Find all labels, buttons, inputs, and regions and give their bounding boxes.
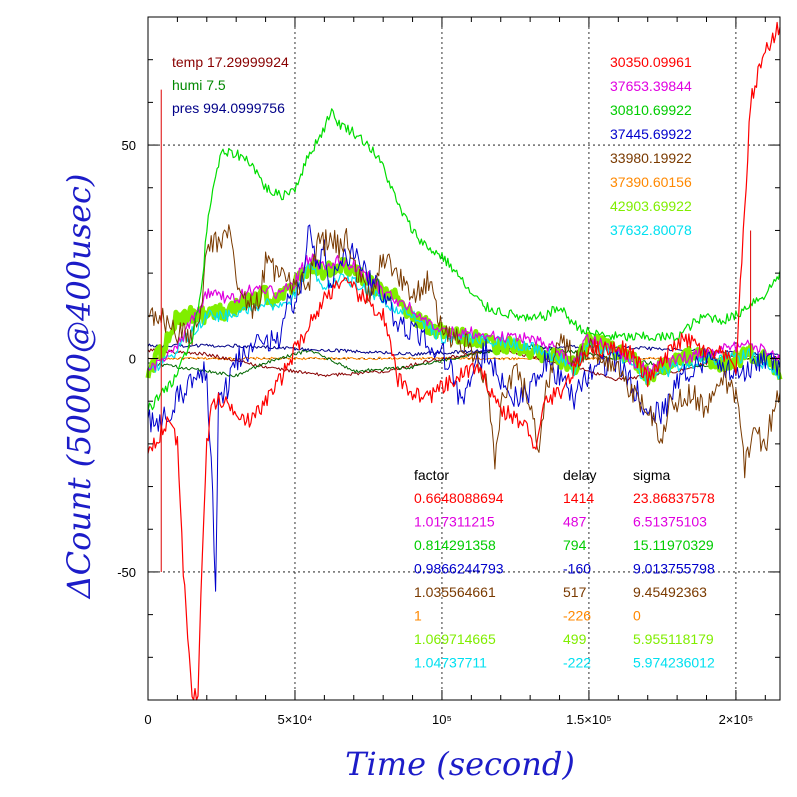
tick-marks bbox=[148, 17, 780, 700]
table-cell-factor: 0.814291358 bbox=[414, 537, 496, 553]
legend-value: 37445.69922 bbox=[610, 126, 692, 142]
series-line bbox=[147, 348, 781, 382]
legend-value: 30350.09961 bbox=[610, 54, 692, 70]
table-cell-factor: 1.04737711 bbox=[414, 655, 487, 671]
y-axis-title: ΔCount (50000@400usec) bbox=[60, 174, 98, 601]
table-cell-factor: 0.6648088694 bbox=[414, 490, 504, 506]
env-label: humi 7.5 bbox=[172, 77, 226, 93]
table-cell-sigma: 9.45492363 bbox=[633, 584, 707, 600]
table-header: delay bbox=[563, 467, 596, 483]
y-tick-label: 50 bbox=[122, 138, 136, 153]
table-cell-sigma: 15.11970329 bbox=[633, 537, 714, 553]
table-cell-delay: 794 bbox=[563, 537, 587, 553]
legend-value: 33980.19922 bbox=[610, 150, 692, 166]
table-cell-sigma: 5.974236012 bbox=[633, 655, 715, 671]
value-legend: 30350.09961 37653.39844 30810.69922 37445.6… bbox=[610, 54, 692, 238]
param-table: factor delay sigma 0.6648088694 1414 23.86837… bbox=[414, 467, 715, 671]
table-cell-sigma: 5.955118179 bbox=[633, 631, 714, 647]
series-line bbox=[147, 108, 781, 412]
tick-labels: 0 5×10⁴ 10⁵ 1.5×10⁵ 2×10⁵ 50 0 -50 bbox=[117, 138, 753, 727]
y-tick-label: -50 bbox=[117, 565, 136, 580]
series-layer bbox=[145, 21, 783, 701]
table-cell-factor: 1.017311215 bbox=[414, 514, 495, 530]
table-cell-delay: -226 bbox=[563, 608, 591, 624]
table-cell-sigma: 0 bbox=[633, 608, 641, 624]
table-cell-delay: 517 bbox=[563, 584, 587, 600]
x-tick-label: 2×10⁵ bbox=[719, 712, 754, 727]
table-cell-factor: 1.035564661 bbox=[414, 584, 496, 600]
table-cell-delay: 487 bbox=[563, 514, 587, 530]
legend-value: 37390.60156 bbox=[610, 174, 692, 190]
series-line bbox=[147, 253, 781, 377]
legend-value: 30810.69922 bbox=[610, 102, 692, 118]
table-cell-delay: -222 bbox=[563, 655, 591, 671]
table-header: factor bbox=[414, 467, 449, 483]
table-cell-sigma: 6.51375103 bbox=[633, 514, 707, 530]
series-line bbox=[147, 224, 781, 592]
env-label: pres 994.0999756 bbox=[172, 100, 285, 116]
table-cell-factor: 0.9866244793 bbox=[414, 561, 504, 577]
table-cell-factor: 1 bbox=[414, 608, 422, 624]
x-tick-label: 0 bbox=[144, 712, 151, 727]
table-cell-factor: 1.069714665 bbox=[414, 631, 496, 647]
y-tick-label: 0 bbox=[129, 352, 136, 367]
env-legend: temp 17.29999924 humi 7.5 pres 994.0999756 bbox=[172, 54, 289, 116]
x-axis-title: Time (second) bbox=[345, 745, 575, 783]
x-tick-label: 5×10⁴ bbox=[278, 712, 313, 727]
table-cell-delay: 499 bbox=[563, 631, 587, 647]
x-tick-label: 10⁵ bbox=[432, 712, 452, 727]
table-cell-sigma: 9.013755798 bbox=[633, 561, 715, 577]
series-line bbox=[147, 21, 781, 701]
table-cell-delay: 1414 bbox=[563, 490, 594, 506]
table-cell-sigma: 23.86837578 bbox=[633, 490, 715, 506]
x-tick-label: 1.5×10⁵ bbox=[566, 712, 612, 727]
env-label: temp 17.29999924 bbox=[172, 54, 289, 70]
legend-value: 42903.69922 bbox=[610, 198, 692, 214]
legend-value: 37632.80078 bbox=[610, 222, 692, 238]
table-header: sigma bbox=[633, 467, 671, 483]
table-cell-delay: -160 bbox=[563, 561, 591, 577]
legend-value: 37653.39844 bbox=[610, 78, 692, 94]
series-line bbox=[147, 224, 781, 479]
